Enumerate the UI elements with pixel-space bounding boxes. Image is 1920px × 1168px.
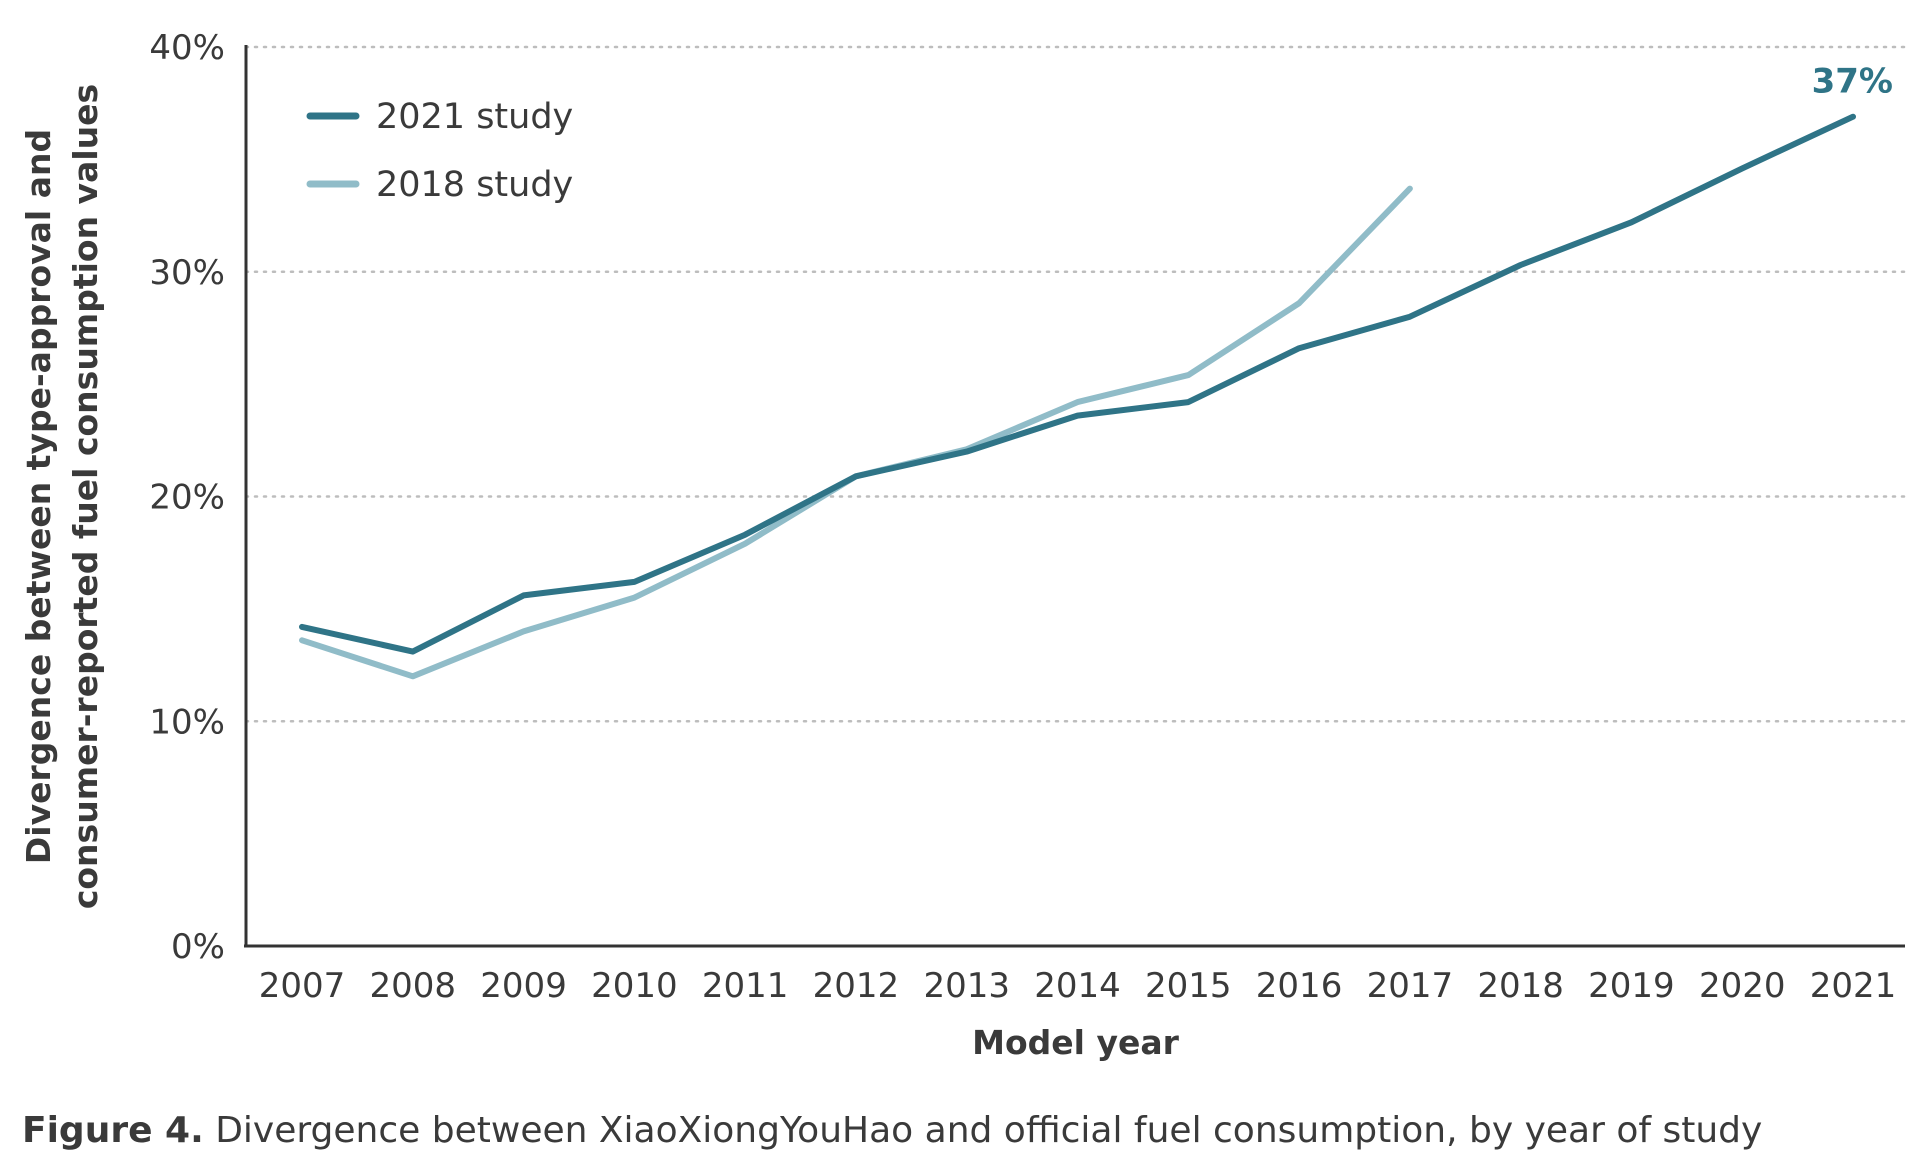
y-tick-label: 40% bbox=[149, 28, 225, 68]
y-axis-title-line-2: consumer-reported fuel consumption value… bbox=[66, 84, 105, 909]
x-axis-title: Model year bbox=[972, 1023, 1179, 1062]
figure-caption-text: Divergence between XiaoXiongYouHao and o… bbox=[203, 1110, 1763, 1151]
y-tick-label: 10% bbox=[149, 702, 225, 742]
annotations: 37% bbox=[1812, 62, 1893, 102]
y-axis-title-line-1: Divergence between type-approval and bbox=[19, 129, 58, 864]
x-tick-label: 2011 bbox=[702, 966, 789, 1006]
x-tick-label: 2010 bbox=[591, 966, 678, 1006]
series-line bbox=[299, 113, 1856, 655]
end-value-label: 37% bbox=[1812, 62, 1893, 102]
series-lines bbox=[299, 113, 1856, 680]
x-tick-label: 2009 bbox=[480, 966, 567, 1006]
y-axis-tick-labels: 0% 10% 20% 30% 40% bbox=[149, 28, 225, 967]
x-tick-label: 2021 bbox=[1810, 966, 1897, 1006]
x-tick-label: 2019 bbox=[1588, 966, 1675, 1006]
y-tick-label: 30% bbox=[149, 253, 225, 293]
legend-label: 2018 study bbox=[376, 165, 573, 205]
axes bbox=[244, 45, 1905, 948]
figure-caption: Figure 4. Divergence between XiaoXiongYo… bbox=[22, 1110, 1762, 1151]
x-tick-label: 2015 bbox=[1145, 966, 1232, 1006]
x-tick-label: 2007 bbox=[259, 966, 346, 1006]
x-tick-label: 2014 bbox=[1034, 966, 1121, 1006]
x-tick-label: 2008 bbox=[370, 966, 457, 1006]
x-tick-label: 2013 bbox=[923, 966, 1010, 1006]
y-tick-label: 0% bbox=[171, 927, 225, 967]
y-tick-label: 20% bbox=[149, 478, 225, 518]
x-tick-label: 2012 bbox=[813, 966, 900, 1006]
x-tick-label: 2016 bbox=[1256, 966, 1343, 1006]
gridlines bbox=[244, 45, 1907, 723]
x-tick-label: 2018 bbox=[1477, 966, 1564, 1006]
x-tick-label: 2017 bbox=[1367, 966, 1454, 1006]
figure-caption-label: Figure 4. bbox=[22, 1110, 204, 1151]
series-line bbox=[299, 185, 1413, 680]
line-chart: 0%10%20%30%40% 2007 2008 2009 2010 2011 2012 2… bbox=[19, 28, 1907, 1062]
legend: 2021 study 2018 study bbox=[306, 97, 573, 205]
x-tick-label: 2020 bbox=[1699, 966, 1786, 1006]
x-axis-tick-labels: 2007 2008 2009 2010 2011 2012 2013 2014 2015 2016… bbox=[259, 966, 1897, 1006]
legend-label: 2021 study bbox=[376, 97, 573, 137]
